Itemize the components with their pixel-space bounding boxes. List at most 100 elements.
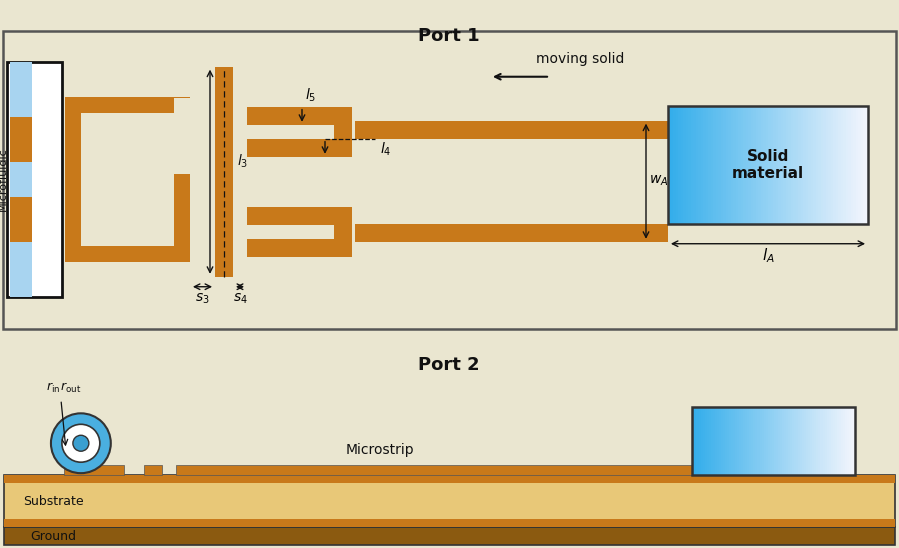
- Bar: [64, 465, 124, 475]
- Bar: [144, 465, 162, 475]
- Bar: [790, 407, 793, 475]
- Bar: [848, 106, 851, 224]
- Bar: [758, 407, 761, 475]
- Bar: [761, 407, 764, 475]
- Bar: [719, 407, 722, 475]
- Bar: [778, 106, 781, 224]
- Bar: [768, 407, 770, 475]
- Bar: [798, 106, 802, 224]
- Bar: [731, 407, 734, 475]
- Bar: [247, 207, 352, 225]
- Bar: [798, 407, 801, 475]
- Bar: [741, 407, 744, 475]
- Bar: [782, 407, 785, 475]
- Bar: [793, 106, 797, 224]
- Bar: [755, 106, 759, 224]
- Bar: [828, 106, 832, 224]
- Bar: [816, 407, 820, 475]
- Bar: [800, 407, 803, 475]
- Bar: [668, 106, 868, 224]
- Bar: [175, 465, 692, 475]
- Bar: [753, 407, 756, 475]
- Bar: [845, 106, 849, 224]
- Bar: [708, 106, 711, 224]
- Bar: [668, 106, 672, 224]
- Bar: [786, 407, 789, 475]
- Bar: [797, 407, 799, 475]
- Bar: [823, 106, 826, 224]
- Bar: [766, 407, 769, 475]
- Bar: [815, 106, 819, 224]
- Bar: [808, 407, 811, 475]
- Bar: [727, 407, 730, 475]
- Bar: [803, 106, 806, 224]
- Bar: [247, 107, 352, 125]
- Bar: [755, 407, 759, 475]
- Text: $s_4$: $s_4$: [233, 292, 247, 306]
- Bar: [814, 407, 817, 475]
- Bar: [850, 106, 854, 224]
- Circle shape: [62, 424, 100, 462]
- Text: $l_4$: $l_4$: [380, 141, 391, 158]
- Bar: [863, 106, 867, 224]
- Bar: [725, 106, 729, 224]
- Bar: [723, 106, 726, 224]
- Bar: [835, 106, 839, 224]
- Bar: [825, 106, 829, 224]
- Bar: [808, 106, 812, 224]
- Bar: [7, 62, 62, 296]
- Bar: [688, 106, 691, 224]
- Bar: [760, 407, 762, 475]
- Bar: [834, 407, 838, 475]
- Bar: [853, 106, 857, 224]
- Bar: [728, 106, 732, 224]
- Bar: [860, 106, 864, 224]
- Bar: [697, 407, 699, 475]
- Bar: [786, 106, 789, 224]
- Bar: [826, 407, 830, 475]
- Bar: [813, 407, 815, 475]
- Bar: [841, 407, 844, 475]
- Bar: [4, 527, 895, 545]
- Bar: [763, 407, 767, 475]
- Bar: [81, 113, 174, 246]
- Bar: [725, 407, 728, 475]
- Bar: [821, 106, 824, 224]
- Bar: [771, 407, 775, 475]
- Bar: [698, 106, 701, 224]
- Bar: [743, 106, 746, 224]
- Bar: [832, 407, 836, 475]
- Bar: [174, 98, 190, 174]
- Bar: [866, 106, 869, 224]
- Bar: [858, 106, 861, 224]
- Bar: [681, 106, 684, 224]
- Text: Port 1: Port 1: [418, 27, 480, 45]
- Text: Microstrip: Microstrip: [346, 443, 414, 457]
- Bar: [778, 407, 781, 475]
- Bar: [747, 407, 751, 475]
- Bar: [4, 475, 895, 483]
- Bar: [10, 117, 32, 162]
- Bar: [696, 106, 699, 224]
- Bar: [780, 106, 784, 224]
- Bar: [355, 121, 668, 139]
- Bar: [853, 407, 856, 475]
- Bar: [843, 407, 846, 475]
- Bar: [720, 106, 724, 224]
- Bar: [823, 407, 825, 475]
- Bar: [802, 407, 806, 475]
- Bar: [699, 407, 701, 475]
- Bar: [700, 106, 704, 224]
- Bar: [738, 106, 742, 224]
- Bar: [716, 106, 719, 224]
- Bar: [703, 407, 706, 475]
- Bar: [707, 407, 709, 475]
- Bar: [790, 106, 794, 224]
- Bar: [671, 106, 674, 224]
- Text: $l_3$: $l_3$: [237, 153, 248, 170]
- Bar: [683, 106, 687, 224]
- Text: Microfluidic: Microfluidic: [0, 147, 8, 211]
- Bar: [10, 62, 32, 296]
- Bar: [751, 106, 754, 224]
- Text: $l_A$: $l_A$: [761, 247, 774, 265]
